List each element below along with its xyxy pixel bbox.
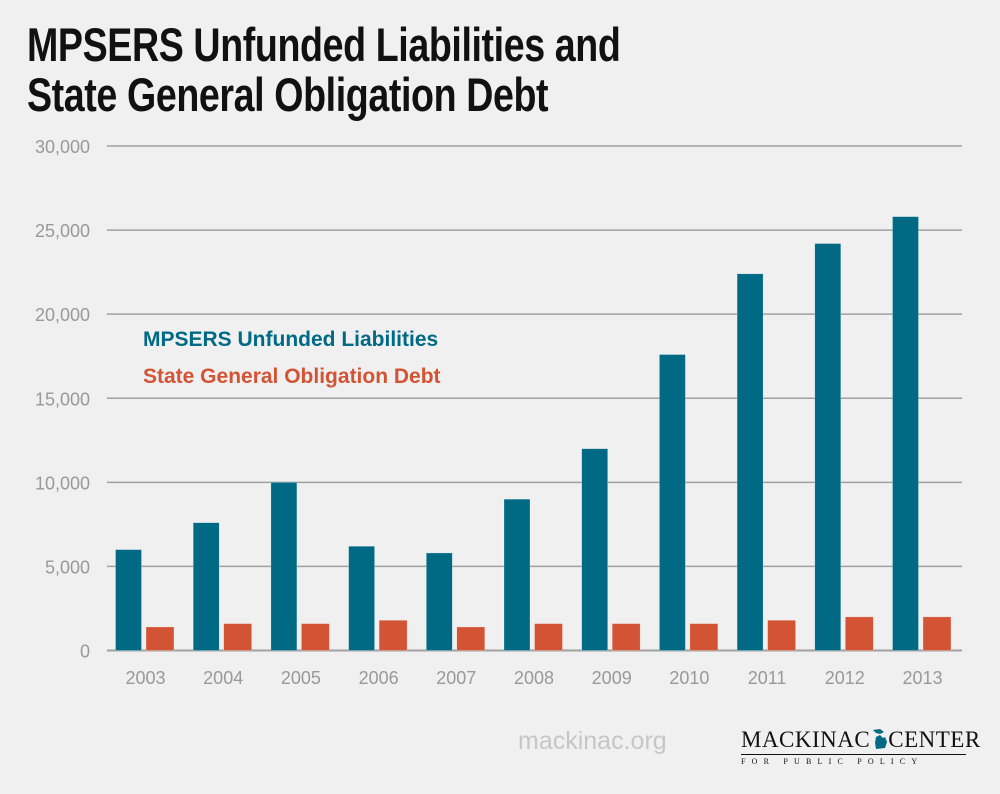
bar-mpsers-2004 [192, 522, 220, 651]
site-url: mackinac.org [518, 727, 667, 755]
y-tick-label: 20,000 [35, 305, 90, 325]
x-tick-label: 2005 [281, 668, 321, 688]
title-line-1: MPSERS Unfunded Liabilities and [27, 18, 621, 71]
x-tick-label: 2007 [436, 668, 476, 688]
y-tick-label: 5,000 [45, 557, 90, 577]
bar-go-debt-2010 [689, 623, 719, 651]
bar-go-debt-2009 [611, 623, 641, 651]
bar-go-debt-2013 [922, 616, 952, 651]
bar-go-debt-2006 [378, 619, 408, 651]
bar-mpsers-2013 [892, 216, 919, 651]
bar-mpsers-2012 [814, 243, 842, 651]
y-tick-label: 0 [80, 642, 90, 662]
x-tick-label: 2006 [359, 668, 399, 688]
logo-name-left: MACKINAC [741, 727, 871, 752]
x-tick-label: 2009 [592, 668, 632, 688]
logo-name-right: CENTER [888, 727, 981, 752]
bar-go-debt-2007 [456, 626, 486, 651]
bar-go-debt-2004 [223, 623, 252, 651]
chart-title: MPSERS Unfunded Liabilities and State Ge… [27, 18, 621, 121]
bar-go-debt-2011 [767, 619, 796, 651]
x-tick-label: 2012 [825, 668, 865, 688]
x-tick-label: 2013 [902, 668, 942, 688]
title-line-2: State General Obligation Debt [27, 68, 549, 121]
legend-entry: MPSERS Unfunded Liabilities [143, 328, 438, 351]
y-tick-label: 15,000 [35, 389, 90, 409]
bar-go-debt-2012 [845, 616, 874, 651]
bar-go-debt-2003 [145, 626, 175, 651]
bar-go-debt-2008 [534, 623, 563, 651]
x-tick-label: 2003 [125, 668, 165, 688]
x-tick-label: 2004 [203, 668, 243, 688]
bar-mpsers-2005 [270, 482, 298, 651]
bar-go-debt-2005 [301, 623, 330, 651]
michigan-icon [873, 729, 888, 749]
bar-mpsers-2010 [659, 354, 686, 651]
bar-mpsers-2003 [115, 549, 142, 651]
x-tick-label: 2011 [748, 668, 787, 688]
legend-entry: State General Obligation Debt [143, 365, 441, 388]
bar-mpsers-2011 [736, 273, 764, 651]
logo-subtitle: FOR PUBLIC POLICY [741, 754, 966, 766]
bar-mpsers-2009 [581, 448, 608, 651]
bar-mpsers-2008 [503, 498, 531, 651]
bar-mpsers-2006 [348, 545, 375, 651]
mackinac-center-logo: MACKINAC CENTER FOR PUBLIC POLICY [741, 727, 980, 766]
bar-mpsers-2007 [426, 552, 453, 651]
y-tick-label: 25,000 [35, 221, 90, 241]
y-tick-label: 10,000 [35, 473, 90, 493]
x-tick-label: 2010 [669, 668, 709, 688]
y-tick-label: 30,000 [35, 137, 90, 157]
x-tick-label: 2008 [514, 668, 554, 688]
